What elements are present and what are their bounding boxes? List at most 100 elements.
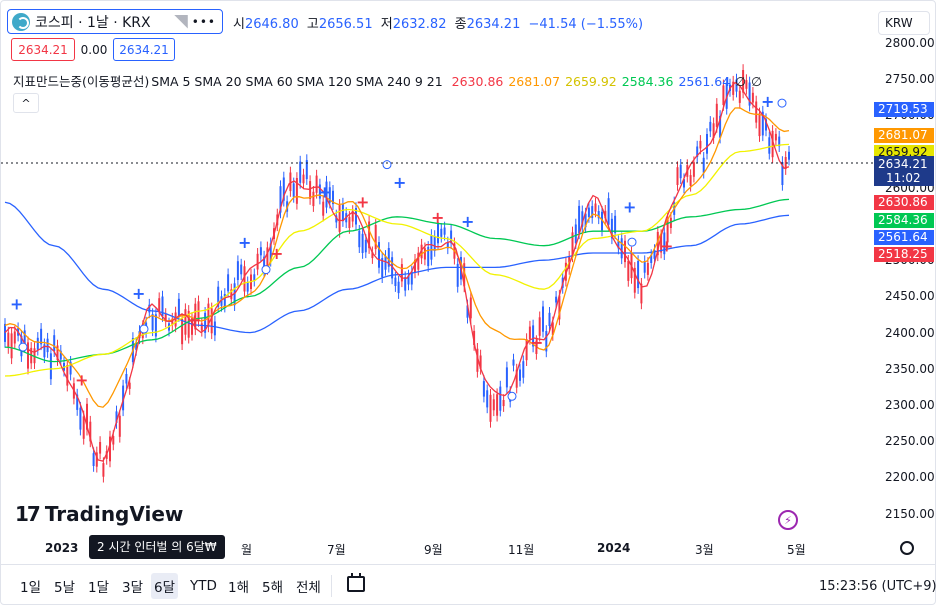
candle-body	[502, 400, 505, 407]
range-button[interactable]: YTD	[190, 578, 217, 594]
candle-body	[154, 314, 157, 337]
price-tick: 2400.00	[885, 325, 935, 340]
candle-body	[679, 164, 682, 179]
candle-body	[765, 119, 767, 131]
candle-body	[27, 342, 29, 369]
candle-body	[223, 294, 226, 307]
candle-body	[191, 318, 193, 335]
price-tick: 2150.00	[885, 506, 935, 521]
price-tick: 2800.00	[885, 36, 935, 50]
candle-body	[328, 187, 331, 203]
toolbar-divider	[331, 575, 332, 597]
ma-line	[4, 201, 790, 334]
low-value: 2632.82	[392, 17, 447, 32]
kospi-logo-icon	[12, 12, 30, 31]
price-label: 2719.53	[874, 102, 934, 117]
candle-body	[404, 277, 407, 291]
price-label: 2561.64	[874, 230, 934, 245]
signal-circle	[139, 324, 149, 334]
tradingview-logo[interactable]: 17 TradingView	[15, 502, 184, 526]
candle-body	[614, 215, 617, 234]
clock-display[interactable]: 15:23:56 (UTC+9)	[819, 579, 936, 594]
candle-body	[525, 339, 528, 361]
candle-body	[643, 261, 646, 273]
candle-body	[407, 275, 410, 285]
lightning-icon[interactable]: ⚡	[778, 510, 798, 530]
candle-body	[519, 369, 521, 381]
candle-body	[479, 355, 482, 369]
buy-signal-marker: +	[623, 198, 636, 217]
candle-body	[489, 394, 492, 422]
candle-body	[400, 264, 403, 282]
candle-body	[207, 303, 210, 327]
candle-body	[761, 111, 764, 136]
candle-body	[758, 113, 761, 137]
currency-button[interactable]: KRW	[878, 11, 930, 35]
more-icon[interactable]: •••	[191, 14, 216, 29]
candle-body	[774, 133, 777, 141]
open-value: 2646.80	[244, 17, 299, 32]
candle-body	[742, 70, 745, 93]
candle-body	[46, 338, 49, 353]
candle-body	[715, 103, 718, 127]
candle-body	[610, 218, 613, 239]
sell-signal-marker: +	[660, 237, 673, 256]
signal-markers: + + + + + + + + + + + + + + +	[10, 92, 787, 401]
settings-gear-icon[interactable]	[900, 541, 914, 555]
range-button[interactable]: 5날	[54, 580, 76, 596]
indicator-legend[interactable]: 지표만드는중(이동평균선) SMA 5 SMA 20 SMA 60 SMA 120…	[13, 71, 772, 90]
candle-body	[256, 253, 259, 270]
candle-body	[735, 79, 738, 92]
candle-body	[601, 211, 603, 231]
time-tick: 9월	[424, 543, 443, 557]
candle-body	[302, 174, 305, 184]
candle-body	[653, 250, 656, 259]
signal-circle	[382, 160, 392, 170]
buy-button[interactable]: 2634.21	[113, 38, 175, 61]
calendar-icon[interactable]	[347, 573, 365, 592]
time-tick: 2024	[597, 541, 631, 555]
range-button[interactable]: 1일	[20, 580, 42, 596]
candle-body	[492, 399, 495, 411]
candle-body	[522, 361, 525, 378]
candle-body	[217, 286, 220, 307]
candle-body	[423, 248, 426, 260]
candle-body	[669, 217, 672, 228]
candle-body	[683, 179, 685, 188]
candle-body	[676, 167, 679, 185]
range-button[interactable]: 1달	[88, 580, 110, 596]
candle-body	[338, 204, 341, 232]
indicator-value: 2659.92	[565, 74, 617, 89]
candle-body	[115, 411, 118, 423]
indicator-value: 2584.36	[621, 74, 674, 89]
range-button[interactable]: 전체	[296, 580, 321, 596]
candle-body	[66, 365, 69, 386]
range-button[interactable]: 1해	[228, 580, 250, 596]
candle-body	[122, 385, 125, 411]
collapse-legend-button[interactable]: ^	[13, 93, 39, 113]
candle-body	[322, 201, 325, 216]
candle-body	[69, 361, 72, 375]
candle-body	[574, 224, 577, 244]
candle-body	[558, 295, 561, 320]
symbol-search[interactable]: 코스피 · 1날 · KRX •••	[7, 9, 223, 34]
candle-body	[620, 238, 623, 259]
candle-body	[23, 330, 26, 347]
candle-body	[263, 256, 266, 271]
candle-body	[4, 323, 6, 342]
range-button[interactable]: 6달	[151, 573, 179, 599]
candle-body	[410, 271, 413, 285]
sell-button[interactable]: 2634.21	[11, 38, 75, 61]
candle-body	[387, 248, 390, 267]
candle-body	[633, 267, 636, 293]
range-button[interactable]: 5해	[262, 580, 284, 596]
candle-body	[768, 137, 771, 154]
moving-average-lines	[4, 81, 790, 462]
candle-body	[89, 421, 92, 442]
candle-body	[443, 227, 446, 235]
candle-body	[295, 178, 298, 204]
range-button[interactable]: 3달	[122, 580, 144, 596]
tradingview-icon: 17	[15, 502, 41, 526]
